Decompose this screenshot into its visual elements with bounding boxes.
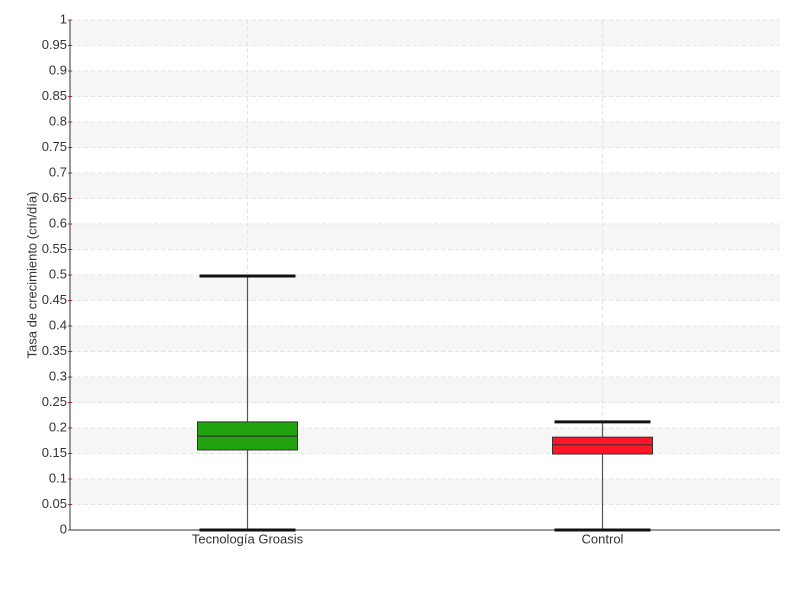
grid-band (70, 122, 780, 148)
y-tick-label: 0.45 (42, 292, 67, 307)
grid-band (70, 428, 780, 454)
grid-band (70, 173, 780, 199)
y-tick-label: 0.4 (49, 317, 67, 332)
y-tick-label: 1 (60, 11, 67, 26)
grid-band (70, 275, 780, 301)
y-tick-label: 0.95 (42, 37, 67, 52)
y-tick-label: 0.1 (49, 470, 67, 485)
y-tick-label: 0.5 (49, 266, 67, 281)
y-axis-label: Tasa de crecimiento (cm/día) (24, 192, 39, 359)
grid-band (70, 224, 780, 250)
x-tick-label: Control (582, 531, 624, 546)
grid-band (70, 71, 780, 97)
box (552, 436, 653, 455)
grid-band (70, 479, 780, 505)
y-tick-label: 0.55 (42, 241, 67, 256)
y-tick-label: 0.05 (42, 496, 67, 511)
y-tick-label: 0.15 (42, 445, 67, 460)
grid-band (70, 326, 780, 352)
x-tick-label: Tecnología Groasis (192, 531, 304, 546)
y-tick-label: 0.2 (49, 419, 67, 434)
y-tick-label: 0.8 (49, 113, 67, 128)
y-tick-label: 0.25 (42, 394, 67, 409)
y-tick-label: 0.6 (49, 215, 67, 230)
y-tick-label: 0.35 (42, 343, 67, 358)
grid-band (70, 377, 780, 403)
grid-band (70, 20, 780, 46)
y-tick-label: 0.9 (49, 62, 67, 77)
y-tick-label: 0.85 (42, 88, 67, 103)
y-tick-label: 0.65 (42, 190, 67, 205)
y-tick-label: 0 (60, 521, 67, 536)
y-tick-label: 0.7 (49, 164, 67, 179)
y-tick-label: 0.3 (49, 368, 67, 383)
y-tick-label: 0.75 (42, 139, 67, 154)
